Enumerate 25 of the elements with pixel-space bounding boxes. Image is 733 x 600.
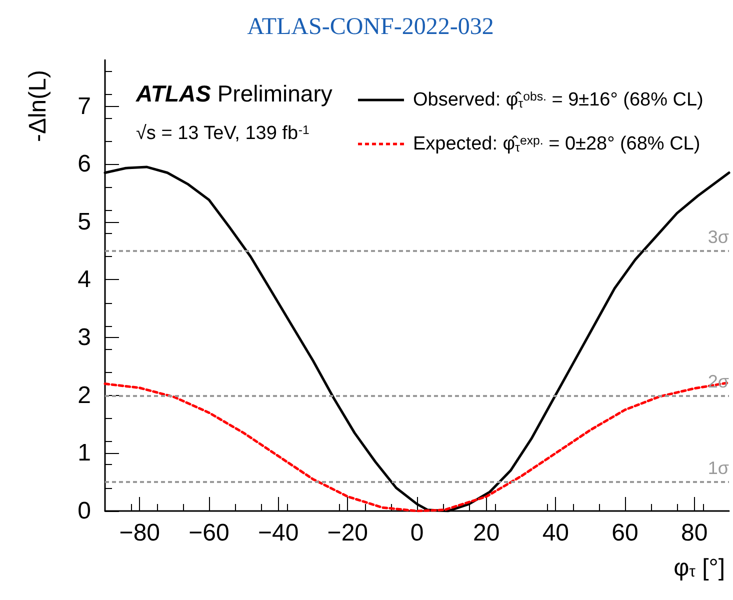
y-tick-label: 7 <box>78 92 91 120</box>
chart-title: ATLAS-CONF-2022-032 <box>247 14 494 40</box>
x-tick-label: 0 <box>410 520 424 546</box>
annotation: ATLAS Preliminary <box>135 80 333 106</box>
x-tick-label: 80 <box>680 520 708 546</box>
x-tick-label: 20 <box>472 520 500 546</box>
y-tick-label: 1 <box>78 440 91 467</box>
y-tick-label: 4 <box>78 266 91 294</box>
ref-line-label: 1σ <box>708 458 729 478</box>
ref-line-label: 3σ <box>708 226 729 247</box>
x-tick-label: −40 <box>258 520 299 546</box>
x-tick-label: −80 <box>119 520 160 546</box>
x-tick-label: −60 <box>188 520 230 546</box>
legend-label: Observed: φ̂τobs. = 9±16° (68% CL) <box>413 90 704 110</box>
x-tick-label: 60 <box>612 520 638 546</box>
legend-label: Expected: φ̂τexp. = 0±28° (68% CL) <box>413 134 700 154</box>
y-tick-label: 2 <box>78 382 91 409</box>
y-tick-label: 0 <box>78 498 91 524</box>
y-tick-label: 6 <box>78 150 91 178</box>
y-axis-title: -Δln(L) <box>24 70 52 142</box>
y-tick-label: 5 <box>78 208 91 236</box>
x-tick-label: −20 <box>327 520 368 546</box>
x-tick-label: 40 <box>542 520 570 546</box>
y-tick-label: 3 <box>78 324 91 352</box>
x-axis-title: φτ [°] <box>674 554 726 582</box>
